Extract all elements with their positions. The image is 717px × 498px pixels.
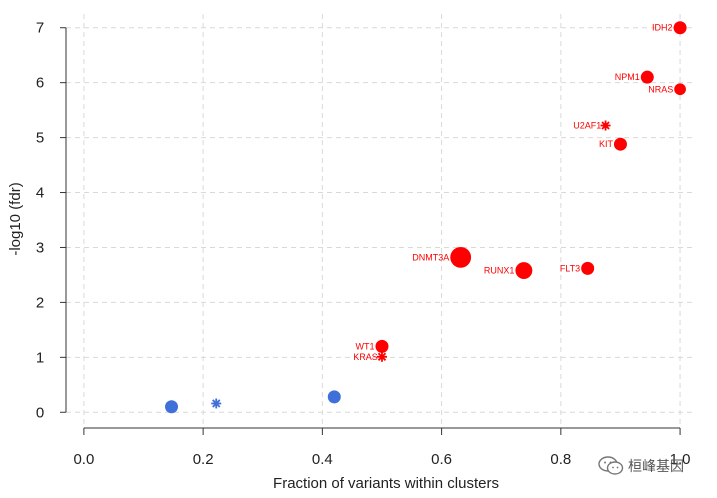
point-label: NRAS [648, 84, 673, 94]
data-point [674, 83, 686, 96]
grid-lines [66, 14, 692, 426]
star-center [603, 123, 608, 128]
wechat-logo-icon [598, 456, 624, 475]
point-label: RUNX1 [484, 266, 515, 276]
data-point-star [600, 120, 611, 131]
x-tick-label: 0.2 [193, 451, 214, 468]
point-labels: IDH2 NPM1 NRAS U2AF1 KIT DNMT3A RUNX1 FLT3 WT1KR… [353, 23, 673, 362]
data-point [450, 246, 472, 268]
data-point [375, 339, 389, 353]
data-point [673, 21, 687, 35]
data-point-star [211, 398, 222, 409]
data-point [640, 70, 654, 84]
y-axis-label: -log10 (fdr) [7, 182, 24, 255]
data-point-star [376, 351, 387, 362]
y-tick-label: 2 [36, 294, 44, 311]
y-tick-label: 3 [36, 239, 44, 256]
watermark: 桓峰基因 [598, 456, 684, 476]
point-label: NPM1 [615, 72, 640, 82]
point-label: KRAS [353, 352, 378, 362]
y-tick-label: 7 [36, 20, 44, 37]
data-point [165, 400, 179, 414]
x-tick-label: 0.4 [312, 451, 333, 468]
y-tick-label: 1 [36, 349, 44, 366]
point-label: U2AF1 [573, 121, 601, 131]
data-point [515, 262, 533, 279]
y-tick-label: 6 [36, 75, 44, 92]
x-tick-label: 0.6 [431, 451, 452, 468]
star-center [379, 354, 385, 359]
point-label: KIT [599, 139, 614, 149]
data-point [327, 390, 341, 404]
y-tick-label: 0 [36, 404, 44, 421]
y-tick-label: 4 [36, 185, 44, 202]
point-label: WT1 [355, 341, 374, 351]
star-center [214, 401, 219, 406]
data-points [165, 21, 687, 414]
y-tick-label: 5 [36, 130, 44, 147]
watermark-text: 桓峰基因 [628, 459, 684, 475]
x-tick-label: 0.0 [73, 451, 94, 468]
point-label: FLT3 [560, 263, 580, 273]
x-axis-label: Fraction of variants within clusters [273, 475, 499, 492]
point-label: DNMT3A [412, 252, 449, 262]
x-tick-label: 1.0 [670, 451, 691, 468]
axes: 0 1 2 3 4 5 6 7 0.0 0.2 0.4 0.6 0.8 1.0 [36, 20, 691, 468]
x-tick-label: 0.8 [550, 451, 571, 468]
data-point [581, 261, 595, 275]
data-point [613, 137, 627, 151]
point-label: IDH2 [652, 23, 673, 33]
